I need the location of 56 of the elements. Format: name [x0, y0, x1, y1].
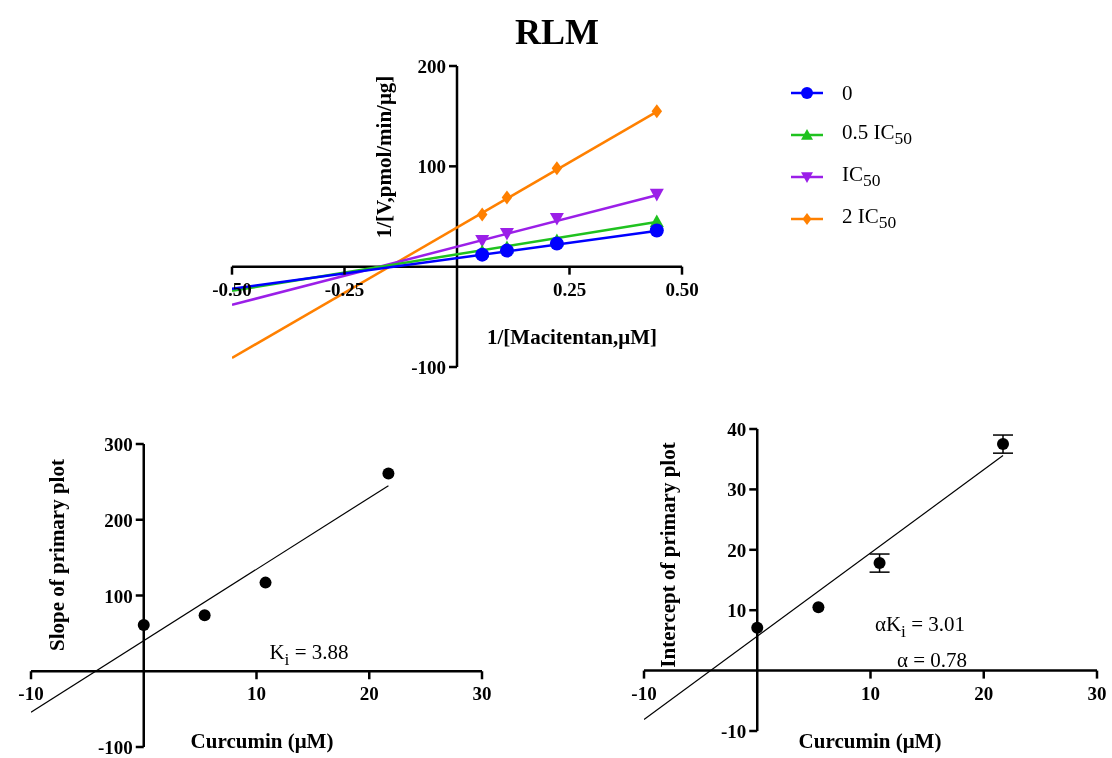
point [649, 188, 664, 202]
x-tick-label: 10 [861, 682, 880, 704]
legend-label: 0.5 IC$_{50}$ [842, 120, 912, 150]
annotation: α = 0.78 [896, 647, 968, 673]
point [382, 467, 395, 480]
point [198, 609, 211, 622]
x-tick-label: -0.50 [212, 278, 252, 300]
point [812, 601, 825, 614]
point [476, 207, 488, 222]
legend-label: IC$_{50}$ [842, 162, 881, 192]
point [549, 236, 564, 251]
x-axis-title: Curcumin (μM) [190, 728, 334, 754]
x-axis-title: 1/[Macitentan,μM] [487, 324, 657, 350]
point [751, 621, 764, 634]
x-tick-label: 20 [974, 682, 994, 704]
x-tick-label: 30 [1087, 682, 1107, 704]
y-tick-label: -10 [720, 721, 747, 742]
point [137, 619, 150, 632]
y-tick-label: 10 [727, 600, 747, 622]
legend-label: 2 IC$_{50}$ [842, 204, 897, 234]
x-tick-label: 20 [359, 683, 379, 705]
y-axis-title: 1/[V,pmol/min/μg] [371, 75, 397, 239]
x-tick-label: 10 [247, 683, 266, 705]
x-axis-title: Curcumin (μM) [798, 728, 942, 754]
y-tick-label: 200 [417, 56, 446, 77]
point [501, 190, 513, 205]
y-tick-label: 100 [104, 585, 133, 607]
y-tick-label: 200 [104, 509, 133, 531]
point [549, 212, 564, 226]
y-tick-label: 30 [727, 479, 747, 501]
y-axis-title: Slope of primary plot [44, 459, 70, 651]
point [475, 234, 490, 248]
point [651, 104, 663, 119]
point [259, 576, 272, 589]
point [499, 227, 514, 241]
y-tick-label: 40 [727, 419, 747, 440]
legend-label: 0 [842, 80, 853, 106]
point [997, 438, 1009, 451]
y-axis-title: Intercept of primary plot [655, 442, 681, 668]
y-tick-label: 100 [417, 156, 446, 178]
annotation: αK$_{i}$ = 3.01 [874, 612, 966, 642]
point [475, 247, 490, 262]
y-tick-label: 300 [104, 434, 133, 455]
point [649, 223, 664, 238]
y-tick-label: -100 [411, 357, 446, 378]
x-tick-label: 0.50 [665, 278, 699, 300]
chart-title: RLM [515, 11, 599, 53]
annotation: K$_{i}$ = 3.88 [269, 640, 349, 670]
y-tick-label: -100 [97, 737, 133, 758]
y-tick-label: 20 [727, 539, 747, 561]
x-tick-label: -10 [18, 683, 44, 705]
point [873, 557, 886, 570]
x-tick-label: 0.25 [552, 278, 587, 300]
x-tick-label: -10 [631, 682, 657, 704]
point [551, 161, 563, 176]
x-tick-label: 30 [472, 683, 492, 705]
